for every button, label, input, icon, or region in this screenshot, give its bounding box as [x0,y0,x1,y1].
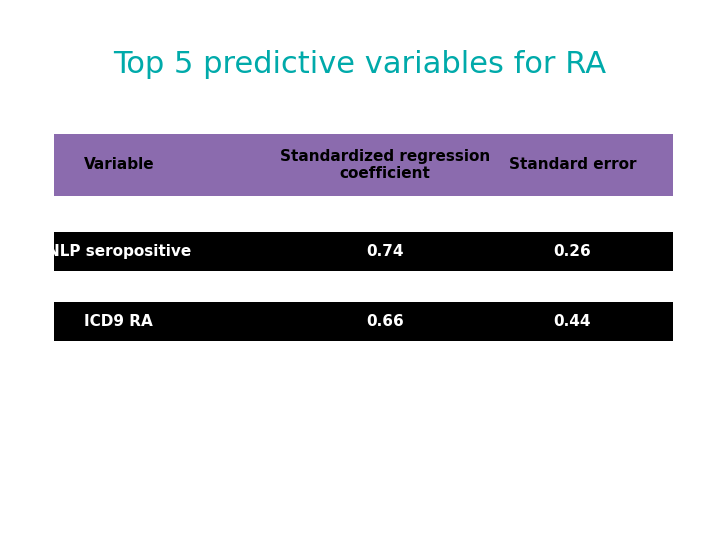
Text: Variable: Variable [84,157,154,172]
Text: Standardized regression
coefficient: Standardized regression coefficient [280,148,490,181]
Text: 0.74: 0.74 [366,244,404,259]
FancyBboxPatch shape [54,134,673,195]
Text: NLP seropositive: NLP seropositive [47,244,191,259]
Text: Standard error: Standard error [508,157,636,172]
Text: 0.66: 0.66 [366,314,404,329]
Text: ICD9 RA: ICD9 RA [84,314,153,329]
Text: Top 5 predictive variables for RA: Top 5 predictive variables for RA [114,50,606,79]
FancyBboxPatch shape [54,302,673,341]
Text: 0.26: 0.26 [554,244,591,259]
Text: 0.44: 0.44 [554,314,591,329]
FancyBboxPatch shape [54,232,673,271]
